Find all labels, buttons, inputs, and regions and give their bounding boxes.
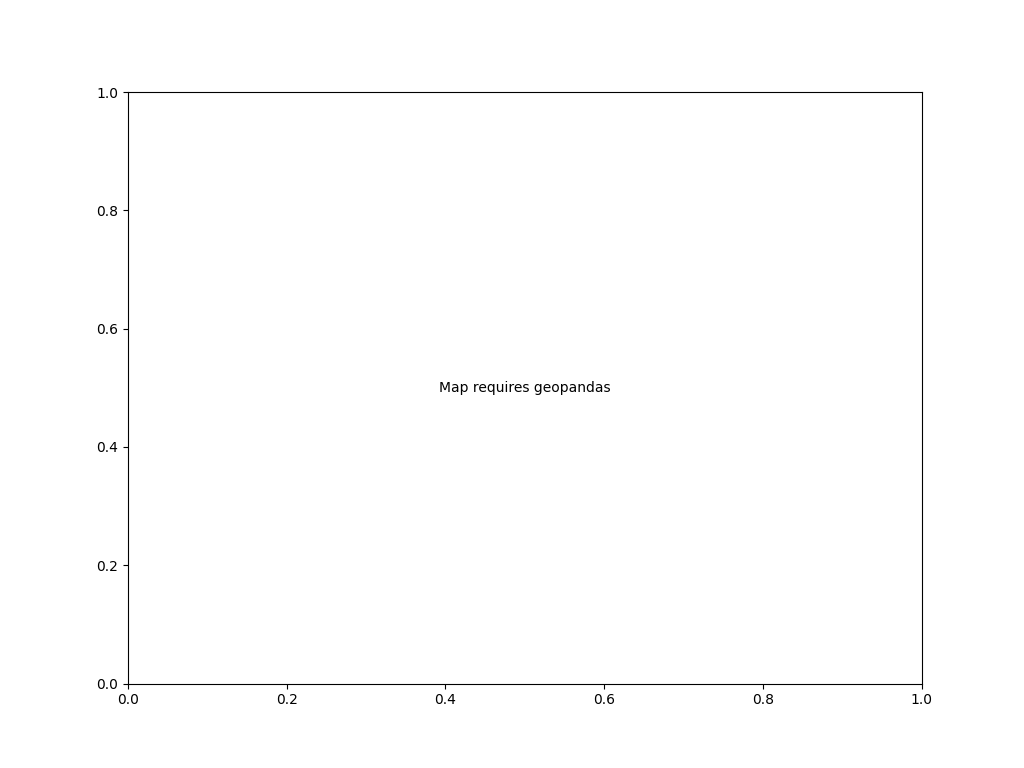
Text: Map requires geopandas: Map requires geopandas (439, 381, 610, 395)
